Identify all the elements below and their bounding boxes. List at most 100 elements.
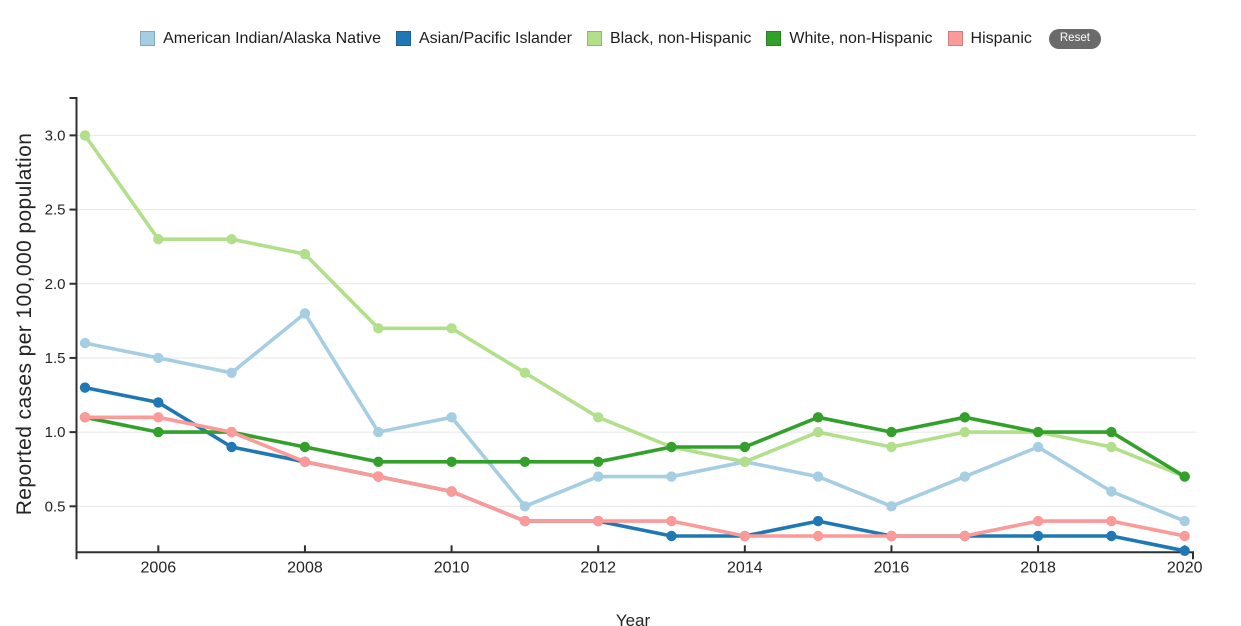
data-point[interactable] [519,501,531,512]
data-point[interactable] [299,456,311,467]
data-point[interactable] [79,412,91,423]
legend-label: White, non-Hispanic [789,29,933,47]
data-point[interactable] [226,426,237,438]
series-white-non-hispanic [79,412,1190,482]
legend-item-asian-pacific-islander[interactable]: Asian/Pacific Islander [395,30,572,48]
data-point[interactable] [593,471,604,482]
data-point[interactable] [299,248,311,260]
data-point[interactable] [1179,515,1190,527]
reset-button[interactable]: Reset [1048,29,1101,49]
data-point[interactable] [739,441,750,453]
x-tick-label: 2006 [141,559,177,576]
data-point[interactable] [959,471,970,482]
data-point[interactable] [373,323,384,334]
data-point[interactable] [226,367,237,378]
data-point[interactable] [153,412,164,423]
data-point[interactable] [153,234,164,245]
data-point[interactable] [1179,471,1190,482]
data-point[interactable] [299,308,311,319]
data-point[interactable] [666,441,677,453]
data-point[interactable] [226,234,237,245]
data-point[interactable] [1106,515,1117,527]
data-point[interactable] [153,426,164,438]
legend-swatch-american-indian-alaska-native [140,31,156,47]
data-point[interactable] [959,530,970,542]
data-point[interactable] [1106,530,1117,542]
legend-swatch-white-non-hispanic [766,31,782,47]
legend-item-american-indian-alaska-native[interactable]: American Indian/Alaska Native [140,30,381,48]
legend-swatch-black-non-hispanic [586,31,602,47]
data-point[interactable] [519,456,531,467]
data-point[interactable] [373,426,384,438]
data-point[interactable] [886,441,897,453]
x-tick-label: 2012 [580,559,616,576]
data-point[interactable] [446,486,457,497]
series-asian-pacific-islander [79,382,1190,556]
data-point[interactable] [446,323,457,334]
data-point[interactable] [299,441,311,453]
data-point[interactable] [886,530,897,542]
data-point[interactable] [812,471,824,482]
x-tick-label: 2016 [874,559,910,576]
data-point[interactable] [666,530,677,542]
x-tick-label: 2018 [1020,559,1056,576]
data-point[interactable] [1032,515,1044,527]
data-point[interactable] [812,426,824,438]
data-point[interactable] [666,471,677,482]
data-point[interactable] [519,367,531,378]
data-point[interactable] [446,412,457,423]
data-point[interactable] [79,382,91,393]
data-point[interactable] [593,456,604,467]
data-point[interactable] [153,352,164,364]
data-point[interactable] [519,515,531,527]
data-point[interactable] [886,426,897,438]
data-point[interactable] [373,456,384,467]
legend-item-hispanic[interactable]: Hispanic [947,29,1032,48]
series-line-hispanic [83,415,1187,538]
data-point[interactable] [739,456,750,467]
data-point[interactable] [1179,530,1190,542]
y-tick-label: 3.0 [45,127,66,144]
data-point[interactable] [812,515,824,527]
y-tick-label: 2.0 [45,276,66,293]
data-point[interactable] [812,412,824,423]
plot-area: 0.5 1.0 1.5 2.0 2.5 3.0 2006 2008 2010 2012 2014 20… [45,97,1203,576]
data-point[interactable] [373,471,384,482]
legend-item-white-non-hispanic[interactable]: White, non-Hispanic [766,29,933,48]
data-point[interactable] [79,130,91,141]
series-line-asian-pacific-islander [83,385,1187,553]
data-point[interactable] [593,515,604,527]
data-point[interactable] [1032,441,1044,453]
data-point[interactable] [1179,545,1190,556]
series-line-american-indian-alaska-native [83,311,1187,523]
legend-label: Hispanic [970,29,1032,47]
legend-swatch-hispanic [947,31,963,47]
data-point[interactable] [1032,530,1044,542]
data-point[interactable] [79,337,91,349]
data-point[interactable] [1106,441,1117,453]
data-point[interactable] [1106,486,1117,497]
data-point[interactable] [812,530,824,542]
x-tick-label: 2020 [1167,559,1203,576]
data-point[interactable] [739,530,750,542]
series-american-indian-alaska-native [79,308,1190,527]
data-point[interactable] [959,426,970,438]
data-point[interactable] [1032,426,1044,438]
x-tick-label: 2008 [287,559,323,576]
data-point[interactable] [666,515,677,527]
data-point[interactable] [226,441,237,453]
legend-label: American Indian/Alaska Native [163,29,381,47]
data-point[interactable] [153,397,164,408]
data-point[interactable] [1106,426,1117,438]
data-point[interactable] [446,456,457,467]
legend-swatch-asian-pacific-islander [395,31,411,47]
y-tick-label: 2.5 [45,202,66,219]
data-point[interactable] [593,412,604,423]
series-line-black-non-hispanic [83,133,1187,479]
legend-item-black-non-hispanic[interactable]: Black, non-Hispanic [586,30,751,48]
x-axis-title: Year [616,611,651,626]
data-point[interactable] [886,501,897,512]
data-point[interactable] [959,412,970,423]
y-tick-label: 1.5 [45,350,66,367]
